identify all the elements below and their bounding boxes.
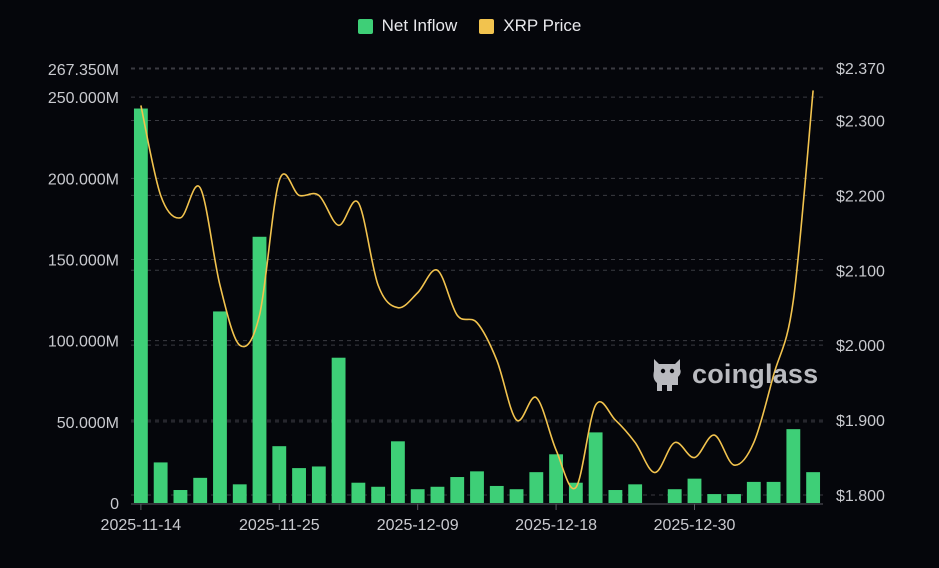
legend-label-xrp-price: XRP Price (503, 16, 582, 35)
net-inflow-bar[interactable] (766, 481, 781, 503)
net-inflow-bar[interactable] (549, 454, 564, 503)
coinglass-logo-icon (653, 359, 681, 391)
net-inflow-bar[interactable] (292, 468, 306, 503)
left-tick-label: 50.000M (57, 415, 119, 432)
net-inflow-bar[interactable] (232, 484, 247, 503)
net-inflow-bar[interactable] (687, 478, 702, 503)
net-inflow-bar[interactable] (252, 236, 267, 503)
legend-item-xrp-price[interactable]: XRP Price (479, 16, 581, 36)
watermark-text: coinglass (692, 358, 819, 389)
net-inflow-bars (133, 108, 821, 504)
right-tick-label: $2.000 (836, 338, 885, 355)
left-tick-label: 267.350M (48, 62, 119, 79)
left-tick-label: 100.000M (48, 334, 119, 351)
left-axis: 0 50.000M 100.000M 150.000M 200.000M 250.000M… (48, 62, 119, 513)
net-inflow-bar[interactable] (351, 482, 366, 503)
legend-item-net-inflow[interactable]: Net Inflow (357, 16, 458, 36)
xrp-price-swatch (479, 18, 495, 34)
grid-lines (131, 67, 823, 496)
net-inflow-bar[interactable] (390, 441, 405, 503)
right-tick-label: $1.900 (836, 413, 885, 430)
x-tick-label: 2025-11-25 (239, 517, 320, 534)
net-inflow-bar[interactable] (509, 489, 524, 503)
xrp-price-line (140, 90, 814, 490)
net-inflow-bar[interactable] (628, 484, 643, 503)
legend-label-net-inflow: Net Inflow (381, 16, 458, 35)
net-inflow-bar[interactable] (707, 494, 722, 503)
x-tick-label: 2025-12-30 (654, 517, 736, 534)
net-inflow-bar[interactable] (133, 108, 148, 504)
x-axis: 2025-11-14 2025-11-25 2025-12-09 2025-12-18… (101, 503, 823, 534)
net-inflow-bar[interactable] (786, 429, 801, 503)
right-axis: $1.800 $1.900 $2.000 $2.100 $2.200 $2.300 $2.3… (836, 61, 885, 505)
left-tick-label: 0 (110, 496, 119, 513)
net-inflow-bar[interactable] (727, 494, 741, 503)
right-tick-label: $2.100 (836, 263, 885, 280)
net-inflow-bar[interactable] (311, 466, 326, 503)
x-tick-label: 2025-12-09 (377, 517, 459, 534)
net-inflow-bar[interactable] (153, 462, 168, 503)
net-inflow-bar[interactable] (331, 357, 346, 503)
coinglass-watermark: coinglass (650, 355, 818, 393)
net-inflow-bar[interactable] (173, 490, 188, 503)
net-inflow-bar[interactable] (371, 486, 386, 503)
net-inflow-bar[interactable] (470, 471, 484, 503)
right-tick-label: $2.370 (836, 61, 885, 78)
x-tick-label: 2025-11-14 (101, 517, 182, 534)
x-tick-label: 2025-12-18 (515, 517, 597, 534)
right-tick-label: $1.800 (836, 488, 885, 505)
xrp-price-path[interactable] (140, 90, 814, 490)
net-inflow-bar[interactable] (410, 489, 425, 503)
net-inflow-bar[interactable] (608, 490, 623, 503)
net-inflow-bar[interactable] (213, 311, 227, 503)
net-inflow-bar[interactable] (667, 489, 682, 503)
net-inflow-bar[interactable] (193, 477, 208, 503)
net-inflow-bar[interactable] (430, 486, 445, 503)
left-tick-label: 150.000M (48, 252, 119, 269)
net-inflow-bar[interactable] (746, 481, 761, 503)
left-tick-label: 250.000M (48, 90, 119, 107)
chart-legend: Net Inflow XRP Price (0, 16, 939, 36)
net-inflow-swatch (357, 18, 373, 34)
net-inflow-bar[interactable] (272, 446, 287, 503)
right-tick-label: $2.300 (836, 113, 885, 130)
right-tick-label: $2.200 (836, 188, 885, 205)
net-inflow-bar[interactable] (489, 485, 504, 503)
net-inflow-bar[interactable] (588, 432, 603, 503)
left-tick-label: 200.000M (48, 171, 119, 188)
net-inflow-bar[interactable] (450, 477, 465, 503)
net-inflow-bar[interactable] (806, 472, 821, 503)
net-inflow-bar[interactable] (529, 472, 544, 503)
